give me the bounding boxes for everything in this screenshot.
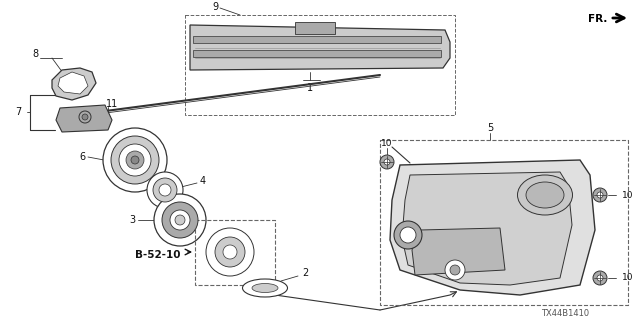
Circle shape xyxy=(215,237,245,267)
Circle shape xyxy=(593,188,607,202)
Circle shape xyxy=(175,215,185,225)
Text: 3: 3 xyxy=(129,215,135,225)
Text: TX44B1410: TX44B1410 xyxy=(541,309,589,318)
Polygon shape xyxy=(390,160,595,295)
Text: 1: 1 xyxy=(307,83,313,93)
Text: 7: 7 xyxy=(15,107,21,117)
Circle shape xyxy=(103,128,167,192)
Circle shape xyxy=(159,184,171,196)
Polygon shape xyxy=(56,105,112,132)
Circle shape xyxy=(597,192,603,198)
Text: 8: 8 xyxy=(32,49,38,59)
Circle shape xyxy=(119,144,151,176)
Circle shape xyxy=(384,159,390,165)
Ellipse shape xyxy=(526,182,564,208)
Text: 2: 2 xyxy=(302,268,308,278)
Text: FR.: FR. xyxy=(588,14,607,24)
Circle shape xyxy=(223,245,237,259)
Polygon shape xyxy=(402,172,572,285)
Text: 4: 4 xyxy=(200,176,206,186)
Circle shape xyxy=(162,202,198,238)
Circle shape xyxy=(170,210,190,230)
Circle shape xyxy=(597,275,603,281)
Bar xyxy=(193,50,441,57)
Circle shape xyxy=(79,111,91,123)
Circle shape xyxy=(450,265,460,275)
Polygon shape xyxy=(190,25,450,70)
Circle shape xyxy=(154,194,206,246)
Bar xyxy=(380,140,628,305)
Text: 9: 9 xyxy=(212,2,218,12)
Bar xyxy=(193,36,441,43)
Circle shape xyxy=(147,172,183,208)
Circle shape xyxy=(131,156,139,164)
Text: 10: 10 xyxy=(622,274,634,283)
Circle shape xyxy=(153,178,177,202)
Circle shape xyxy=(593,271,607,285)
Polygon shape xyxy=(52,68,96,100)
Text: 10: 10 xyxy=(622,190,634,199)
Circle shape xyxy=(380,155,394,169)
Ellipse shape xyxy=(252,284,278,292)
Text: 6: 6 xyxy=(79,152,85,162)
Bar xyxy=(195,220,275,285)
Circle shape xyxy=(206,228,254,276)
Circle shape xyxy=(126,151,144,169)
Polygon shape xyxy=(412,228,505,275)
Text: 5: 5 xyxy=(487,123,493,133)
Bar xyxy=(185,15,455,115)
Circle shape xyxy=(445,260,465,280)
Ellipse shape xyxy=(243,279,287,297)
Ellipse shape xyxy=(518,175,573,215)
Circle shape xyxy=(400,227,416,243)
Polygon shape xyxy=(58,72,88,94)
Circle shape xyxy=(394,221,422,249)
Circle shape xyxy=(82,114,88,120)
Text: 11: 11 xyxy=(106,99,118,109)
Circle shape xyxy=(111,136,159,184)
Bar xyxy=(295,22,335,34)
Text: B-52-10: B-52-10 xyxy=(135,250,180,260)
Text: 10: 10 xyxy=(381,139,393,148)
